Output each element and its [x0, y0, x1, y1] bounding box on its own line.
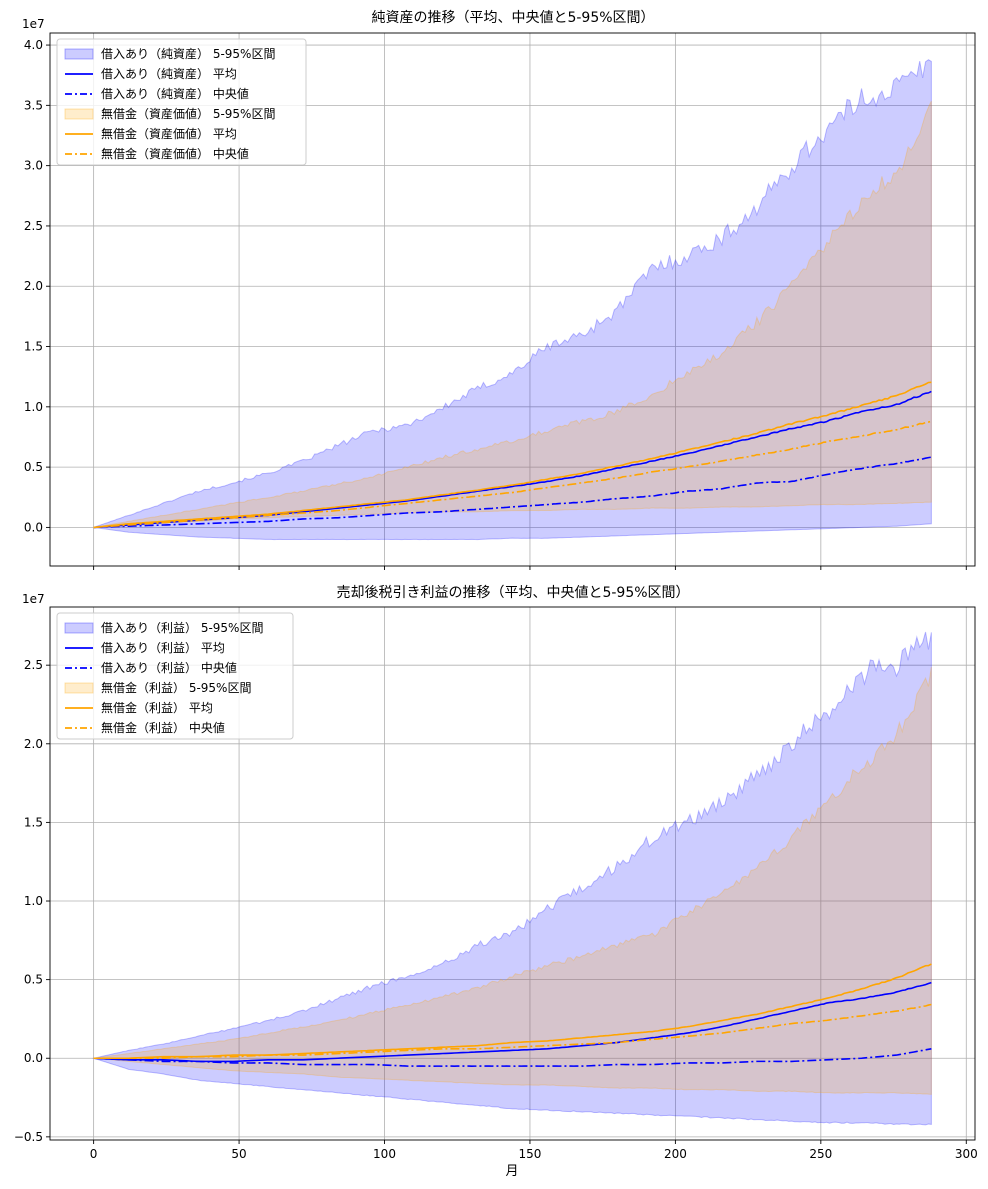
y-tick-label: 3.5: [24, 98, 43, 112]
net-worth-y-offset-text: 1e7: [22, 17, 45, 31]
legend-box: [56, 38, 307, 166]
line-4: [93, 963, 932, 1060]
legend-swatch: [64, 48, 94, 60]
net-worth-axis-ticks: 0.0 0.5 1.0 1.5 2.0 2.5 3.0 3.5 4.0: [24, 38, 967, 570]
profit-chart-title: 売却後税引き利益の推移（平均、中央値と5-95%区間）: [336, 585, 689, 601]
legend-label: 無借金（資産価値） 5-95%区間: [101, 106, 275, 121]
line-5: [93, 1003, 932, 1060]
y-tick-label: 1.5: [24, 340, 43, 354]
y-tick-label: −0.5: [14, 1130, 43, 1144]
profit-plot-frame: [49, 606, 976, 1141]
legend-label: 無借金（資産価値） 中央値: [101, 146, 249, 161]
legend-label: 借入あり（利益） 中央値: [101, 660, 237, 675]
legend-swatch: [64, 622, 94, 634]
legend-label: 借入あり（純資産） 5-95%区間: [101, 46, 275, 61]
y-tick-label: 2.0: [24, 279, 43, 293]
legend-label: 借入あり（利益） 平均: [101, 641, 225, 655]
profit-series: [91, 631, 932, 1126]
y-tick-label: 0.0: [24, 1051, 43, 1065]
band-3: [93, 100, 932, 528]
y-tick-label: 1.0: [24, 894, 43, 908]
net-worth-plot-frame: [49, 32, 976, 567]
profit-axis-ticks: 0 50 100 150 200 250 300 −0.5 0.0 0.5 1.0 1.5 2.0 2.5: [14, 658, 978, 1161]
band-0: [93, 59, 932, 541]
x-tick-label: 0: [90, 1147, 98, 1161]
y-tick-label: 1.5: [24, 815, 43, 829]
band-0: [91, 631, 932, 1126]
legend-label: 借入あり（利益） 5-95%区間: [101, 621, 263, 635]
y-tick-label: 4.0: [24, 38, 43, 52]
legend-label: 借入あり（純資産） 中央値: [101, 86, 249, 101]
line-2: [93, 456, 932, 529]
legend-swatch: [64, 108, 94, 120]
y-tick-label: 2.5: [24, 658, 43, 672]
net-worth-series: [93, 59, 932, 541]
y-tick-label: 2.0: [24, 737, 43, 751]
x-tick-label: 150: [518, 1147, 541, 1161]
legend-swatch: [64, 682, 94, 694]
y-tick-label: 1.0: [24, 400, 43, 414]
band-3: [93, 666, 932, 1095]
profit-panel: 売却後税引き利益の推移（平均、中央値と5-95%区間） 1e7 0 50 100 15…: [14, 585, 978, 1179]
y-tick-label: 3.0: [24, 159, 43, 173]
x-tick-label: 300: [955, 1147, 978, 1161]
y-tick-label: 0.5: [24, 973, 43, 987]
legend-box: [56, 612, 294, 740]
line-1: [93, 981, 932, 1063]
y-tick-label: 2.5: [24, 219, 43, 233]
legend-label: 無借金（利益） 中央値: [101, 720, 225, 735]
line-5: [93, 420, 932, 529]
line-2: [93, 1048, 932, 1067]
y-tick-label: 0.0: [24, 520, 43, 534]
legend-label: 無借金（資産価値） 平均: [101, 126, 237, 141]
line-4: [93, 381, 932, 529]
legend-label: 無借金（利益） 5-95%区間: [101, 680, 251, 695]
legend-label: 借入あり（純資産） 平均: [101, 66, 237, 81]
legend-label: 無借金（利益） 平均: [101, 700, 213, 715]
net-worth-chart-title: 純資産の推移（平均、中央値と5-95%区間）: [371, 10, 654, 26]
x-tick-label: 50: [231, 1147, 246, 1161]
y-tick-label: 0.5: [24, 460, 43, 474]
net-worth-panel: 純資産の推移（平均、中央値と5-95%区間） 1e7 0.0 0.5 1.0 1.5 2…: [22, 10, 976, 570]
profit-y-offset-text: 1e7: [22, 592, 45, 606]
net-worth-gridlines: [50, 33, 975, 566]
profit-x-axis-label: 月: [505, 1164, 518, 1179]
x-tick-label: 100: [373, 1147, 396, 1161]
x-tick-label: 250: [809, 1147, 832, 1161]
x-tick-label: 200: [664, 1147, 687, 1161]
